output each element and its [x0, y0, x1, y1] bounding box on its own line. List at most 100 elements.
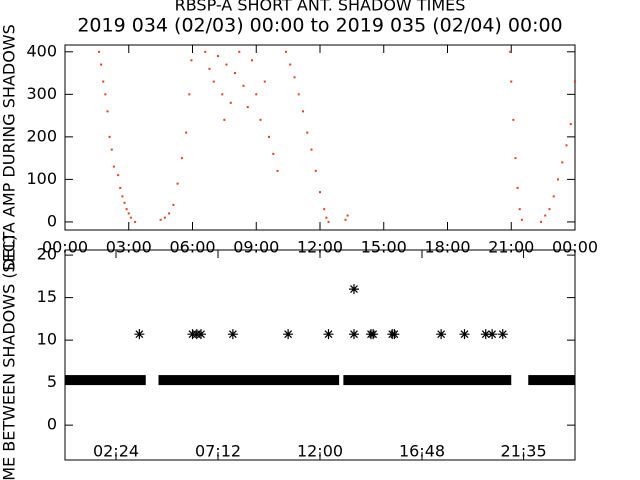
y-tick-label: 300 [26, 84, 57, 103]
chart-title: RBSP-A SHORT ANT. SHADOW TIMES [175, 0, 466, 15]
point [223, 118, 226, 121]
x-tick-label: 02:24 [93, 442, 139, 461]
point [176, 182, 179, 185]
point [346, 214, 349, 217]
point [272, 152, 275, 155]
point [497, 329, 508, 340]
point [127, 212, 130, 215]
y-tick-label: 15 [37, 287, 57, 306]
point [112, 165, 115, 168]
point [263, 80, 266, 83]
point [557, 178, 559, 181]
x-tick-label: 12:00 [297, 238, 343, 257]
point [190, 59, 193, 62]
point [251, 59, 253, 62]
point [302, 110, 304, 113]
point [134, 329, 145, 340]
point [242, 84, 245, 87]
point [552, 195, 555, 198]
x-tick-label: 09:00 [233, 238, 279, 257]
point [119, 186, 122, 189]
plot-frame [64, 249, 576, 461]
point [212, 80, 215, 83]
point [180, 157, 183, 160]
dense-points [158, 375, 340, 386]
point [368, 329, 379, 340]
point [285, 50, 287, 53]
point [108, 135, 111, 138]
point [459, 329, 470, 340]
point [208, 67, 211, 70]
point [100, 63, 103, 66]
point [276, 169, 279, 172]
dense-points [343, 375, 512, 386]
point [319, 191, 321, 194]
point [217, 55, 219, 58]
point [225, 63, 228, 66]
point [520, 218, 523, 221]
point [480, 329, 491, 340]
x-tick-label: 15:00 [361, 238, 407, 257]
point [110, 148, 113, 151]
point [509, 50, 512, 53]
point [268, 135, 270, 138]
x-tick-label: 00:00 [552, 238, 598, 257]
plot-frame [64, 44, 576, 231]
dense-points [65, 375, 146, 386]
x-tick-label: 18:00 [424, 238, 470, 257]
point [314, 169, 317, 172]
point [349, 329, 359, 340]
point [229, 101, 232, 104]
point [540, 220, 542, 223]
point [436, 329, 447, 340]
x-tick-label: 21:35 [501, 442, 547, 461]
point [514, 157, 517, 160]
point [518, 208, 521, 211]
point [106, 110, 109, 113]
y-tick-label: 20 [37, 245, 57, 264]
point [163, 216, 166, 219]
point [246, 106, 249, 109]
point [221, 93, 224, 96]
point [561, 161, 564, 164]
point [104, 93, 107, 96]
x-tick-label: 12:00 [297, 442, 343, 461]
point [227, 329, 238, 340]
point [548, 208, 551, 211]
y-tick-label: 0 [47, 415, 57, 434]
y-axis-label: TIME BETWEEN SHADOWS (SEC) [0, 235, 19, 480]
point [125, 208, 128, 211]
point [306, 131, 309, 134]
y-axis-label: DELTA AMP DURING SHADOWS [0, 24, 19, 271]
point [325, 216, 328, 219]
point [516, 186, 519, 189]
point [117, 174, 120, 177]
y-tick-label: 100 [26, 169, 57, 188]
point [323, 208, 326, 211]
point [349, 284, 359, 295]
x-tick-label: 06:00 [169, 238, 215, 257]
point [102, 80, 105, 83]
dense-points [528, 375, 575, 386]
point [159, 218, 162, 221]
y-tick-label: 5 [47, 372, 57, 391]
point [121, 195, 124, 198]
point [129, 216, 132, 219]
x-tick-label: 00:00 [42, 238, 88, 257]
point [123, 201, 126, 204]
y-tick-label: 10 [37, 330, 57, 349]
x-tick-label: 07:12 [195, 442, 241, 461]
x-tick-label: 21:00 [488, 238, 534, 257]
point [569, 123, 572, 126]
chart-subtitle: 2019 034 (02/03) 00:00 to 2019 035 (02/0… [77, 15, 562, 37]
point [323, 329, 334, 340]
point [344, 218, 347, 221]
point [172, 203, 175, 206]
point [310, 148, 313, 151]
point [185, 131, 188, 134]
point [510, 80, 513, 83]
point [238, 50, 241, 53]
point [204, 50, 207, 53]
point [289, 63, 292, 66]
